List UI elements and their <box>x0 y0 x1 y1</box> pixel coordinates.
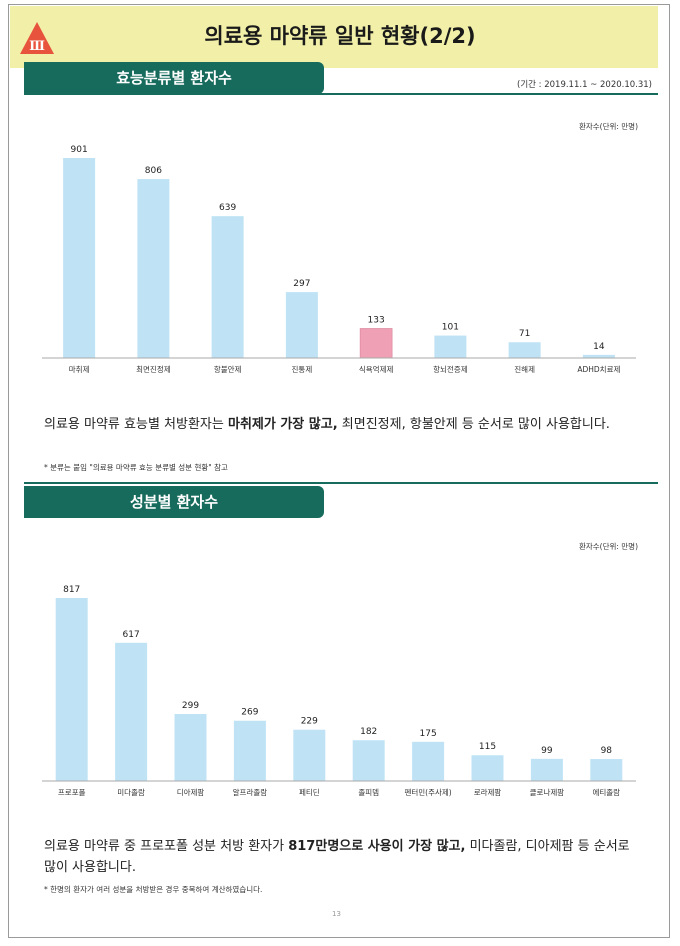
title-band <box>10 6 658 68</box>
bar-value-label: 901 <box>71 145 88 155</box>
page-number: 13 <box>332 910 341 918</box>
bar-value-label: 175 <box>420 729 437 739</box>
bar <box>412 741 445 781</box>
efficacy-bar-chart: 901 마취제 806 최면진정제 639 항불안제 297 진통제 133 식욕억제제 101 항뇌… <box>0 135 680 385</box>
category-tick-label: 프로포폴 <box>58 788 86 797</box>
page-title: 의료용 마약류 일반 현황(2/2) <box>204 24 476 48</box>
bar <box>63 158 96 358</box>
section-number-badge: Ⅲ <box>20 22 54 54</box>
bar <box>233 720 266 781</box>
category-tick-label: 로라제팜 <box>474 787 502 797</box>
bar <box>174 714 207 781</box>
category-tick-label: 알프라졸람 <box>233 788 268 797</box>
bar-value-label: 806 <box>145 166 162 176</box>
bar-value-label: 101 <box>442 323 459 333</box>
bar-value-label: 14 <box>593 342 605 352</box>
bar-value-label: 133 <box>368 315 385 325</box>
page-frame <box>8 4 670 938</box>
bar-chart-svg: 901 마취제 806 최면진정제 639 항불안제 297 진통제 133 식욕억제제 101 항뇌… <box>42 145 636 374</box>
description-segment: 의료용 마약류 효능별 처방환자는 <box>44 417 228 432</box>
period-label: (기간 : 2019.11.1 ~ 2020.10.31) <box>517 80 652 90</box>
section2-note: * 한명의 환자가 여러 성분을 처방받은 경우 중복하여 계산하였습니다. <box>44 885 263 894</box>
bar-value-label: 817 <box>63 585 80 595</box>
bar <box>211 216 244 358</box>
description-segment: 817만명으로 사용이 가장 많고, <box>288 839 466 854</box>
description-segment: 의료용 마약류 중 프로포폴 성분 처방 환자가 <box>44 839 289 854</box>
bar-value-label: 229 <box>301 717 318 727</box>
category-tick-label: 졸피뎀 <box>358 787 379 797</box>
bar-value-label: 182 <box>360 727 377 737</box>
bar <box>293 729 326 781</box>
section2-description: 의료용 마약류 중 프로포폴 성분 처방 환자가 817만명으로 사용이 가장 … <box>44 836 640 878</box>
bar-value-label: 297 <box>293 279 310 289</box>
category-tick-label: 항뇌전증제 <box>433 364 468 374</box>
section-heading-efficacy: 효능분류별 환자수 <box>24 62 324 94</box>
description-segment: 마취제가 가장 많고, <box>227 417 338 432</box>
section-number-badge-label: Ⅲ <box>29 39 45 54</box>
bar-value-label: 639 <box>219 203 236 213</box>
bar <box>471 755 504 781</box>
section1-note: * 분류는 붙임 "의료용 마약류 효능 분류별 성분 현황" 참고 <box>44 463 228 472</box>
category-tick-label: 디아제팜 <box>177 787 205 797</box>
ingredient-bar-chart: 817 프로포폴 617 미다졸람 299 디아제팜 269 알프라졸람 229 페티딘 182 졸피… <box>0 570 680 810</box>
category-tick-label: 진통제 <box>292 364 313 374</box>
category-tick-label: 최면진정제 <box>136 364 171 374</box>
bar <box>352 740 385 781</box>
description-segment: 최면진정제, 항불안제 등 순서로 많이 사용합니다. <box>337 417 610 432</box>
bar <box>137 179 170 358</box>
bar <box>582 354 615 358</box>
bar-value-label: 99 <box>541 746 553 756</box>
bar-value-label: 269 <box>241 708 258 718</box>
category-tick-label: 페티딘 <box>299 787 320 797</box>
category-tick-label: 에티졸람 <box>592 788 620 797</box>
bar-value-label: 299 <box>182 701 199 711</box>
section1-description: 의료용 마약류 효능별 처방환자는 마취제가 가장 많고, 최면진정제, 항불안… <box>44 414 640 435</box>
bar-value-label: 98 <box>601 746 613 756</box>
category-tick-label: ADHD치료제 <box>577 365 620 374</box>
unit-label: 환자수(단위: 만명) <box>578 122 638 131</box>
bar <box>115 642 148 781</box>
category-tick-label: 펜터민(주사제) <box>404 787 451 797</box>
bar <box>285 292 318 358</box>
category-tick-label: 미다졸람 <box>117 788 145 797</box>
bar <box>508 342 541 358</box>
section-heading-ingredient: 성분별 환자수 <box>24 486 324 518</box>
bar-value-label: 617 <box>123 630 140 640</box>
bar <box>590 759 623 781</box>
unit-label: 환자수(단위: 만명) <box>578 542 638 551</box>
bar <box>55 598 88 781</box>
category-tick-label: 항불안제 <box>214 364 242 374</box>
category-tick-label: 클로나제팜 <box>530 787 565 797</box>
bar-chart-svg: 817 프로포폴 617 미다졸람 299 디아제팜 269 알프라졸람 229 페티딘 182 졸피… <box>42 585 636 797</box>
category-tick-label: 진해제 <box>514 364 535 374</box>
bar <box>359 328 393 359</box>
bar-value-label: 115 <box>479 742 496 752</box>
description-segment: 미다졸람, 디아제팜 등 순서로 많이 사용합니다. <box>44 839 630 875</box>
category-tick-label: 마취제 <box>69 365 90 374</box>
bar <box>434 335 467 358</box>
bar <box>530 758 563 781</box>
section-divider <box>24 482 658 484</box>
bar-value-label: 71 <box>519 329 530 339</box>
category-tick-label: 식욕억제제 <box>359 365 394 374</box>
section-divider <box>24 93 658 95</box>
